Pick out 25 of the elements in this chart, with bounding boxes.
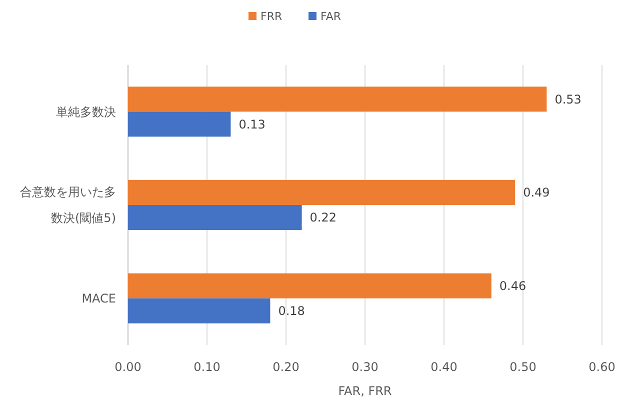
data-label: 0.22 xyxy=(310,210,337,225)
legend-label: FRR xyxy=(260,10,282,23)
data-label: 0.53 xyxy=(554,92,582,106)
data-label: 0.49 xyxy=(523,186,550,200)
x-axis-title: FAR, FRR xyxy=(338,384,392,398)
bar xyxy=(128,112,231,137)
data-label: 0.46 xyxy=(499,279,526,294)
y-tick-label: 合意数を用いた多数決(閾値5) xyxy=(20,185,116,226)
y-tick-label: 単純多数決 xyxy=(56,104,116,119)
data-label: 0.18 xyxy=(278,304,305,318)
x-tick-label: 0.30 xyxy=(352,360,378,374)
x-tick-label: 0.60 xyxy=(588,360,616,374)
bar xyxy=(128,273,492,298)
bar xyxy=(128,86,547,112)
y-tick-label: MACE xyxy=(82,292,116,306)
data-label: 0.13 xyxy=(238,117,266,132)
x-tick-label: 0.40 xyxy=(430,360,458,374)
bar xyxy=(128,298,270,324)
bar xyxy=(128,205,302,230)
x-tick-label: 0.20 xyxy=(272,360,300,374)
legend-label: FAR xyxy=(320,10,342,23)
x-tick-label: 0.50 xyxy=(510,360,536,374)
x-tick-label: 0.00 xyxy=(114,360,142,374)
bar xyxy=(128,180,516,205)
x-tick-label: 0.10 xyxy=(194,360,220,374)
